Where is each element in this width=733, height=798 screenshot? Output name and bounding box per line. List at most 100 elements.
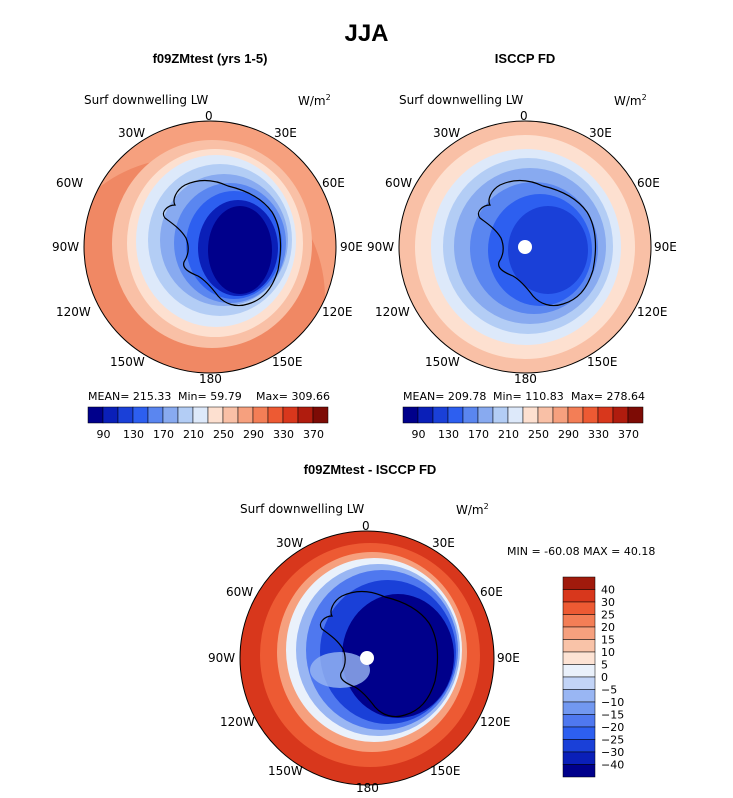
panel3-colorbar-swatch (562, 714, 596, 728)
panel1-min: Min= 59.79 (178, 390, 242, 403)
panel1-lon-90e: 90E (340, 240, 363, 254)
panel3-colorbar-tick-label: −25 (601, 734, 624, 747)
panel3-title: f09ZMtest - ISCCP FD (303, 462, 437, 477)
panel2-colorbar: 90 130 170 210 250 290 330 370 (402, 406, 644, 441)
panel3-lon-90e: 90E (497, 651, 520, 665)
panel1-variable-label: Surf downwelling LW (84, 93, 209, 107)
panel1-lon-120e: 120E (322, 305, 353, 319)
panel3-colorbar-swatch (562, 701, 596, 715)
panel2-colorbar-swatch (537, 406, 554, 424)
panel2-lon-120e: 120E (637, 305, 668, 319)
panel2-lon-180: 180 (514, 372, 537, 386)
panel2-lon-60e: 60E (637, 176, 660, 190)
panel3-colorbar-tick-label: −20 (601, 721, 624, 734)
panel3-colorbar-tick-label: −15 (601, 709, 624, 722)
panel3-pole-mask (360, 651, 374, 665)
panel2-colorbar-swatch (597, 406, 614, 424)
panel1-lon-60e: 60E (322, 176, 345, 190)
panel1-colorbar-tick-label: 210 (183, 428, 204, 441)
panel1-colorbar-swatch (222, 406, 239, 424)
panel1-lon-0: 0 (205, 109, 213, 123)
panel1-colorbar-swatch (237, 406, 254, 424)
panel2-lon-30e: 30E (589, 126, 612, 140)
panel3-colorbar-tick-label: 5 (601, 659, 608, 672)
panel2-colorbar-swatch (627, 406, 644, 424)
panel3-lon-60e: 60E (480, 585, 503, 599)
panel3-colorbar-swatch (562, 614, 596, 628)
panel3-lon-120w: 120W (220, 715, 255, 729)
panel2-colorbar-tick-label: 290 (558, 428, 579, 441)
panel1-colorbar-swatch (102, 406, 119, 424)
panel2-lon-90e: 90E (654, 240, 677, 254)
panel3-colorbar-swatch (562, 764, 596, 778)
panel3-colorbar-swatch (562, 601, 596, 615)
panel1-lon-30w: 30W (118, 126, 146, 140)
panel1-colorbar-tick-label: 170 (153, 428, 174, 441)
panel1-units: W/m2 (298, 93, 331, 108)
panel2-lon-150e: 150E (587, 355, 618, 369)
panel2-colorbar-swatch (402, 406, 419, 424)
panel1-lon-150e: 150E (272, 355, 303, 369)
panel3-units: W/m2 (456, 502, 489, 517)
panel1-lon-150w: 150W (110, 355, 145, 369)
panel2-variable-label: Surf downwelling LW (399, 93, 524, 107)
panel1-lon-30e: 30E (274, 126, 297, 140)
panel3-colorbar-tick-label: −10 (601, 696, 624, 709)
panel3-colorbar-swatch (562, 751, 596, 765)
panel3-lon-150w: 150W (268, 764, 303, 778)
panel2-colorbar-tick-label: 90 (412, 428, 426, 441)
panel3-variable-label: Surf downwelling LW (240, 502, 365, 516)
panel1-colorbar-swatch (177, 406, 194, 424)
panel1-colorbar-swatch (132, 406, 149, 424)
panel3-lon-30w: 30W (276, 536, 304, 550)
panel3-colorbar-swatch (562, 626, 596, 640)
panel2-lon-30w: 30W (433, 126, 461, 140)
panel2-lon-90w: 90W (367, 240, 395, 254)
panel3-colorbar-swatch (562, 651, 596, 665)
panel1-colorbar-tick-label: 370 (303, 428, 324, 441)
panel2-lon-0: 0 (520, 109, 528, 123)
panel3-minmax: MIN = -60.08 MAX = 40.18 (507, 545, 656, 558)
panel3-colorbar-tick-label: 0 (601, 671, 608, 684)
panel3-lon-150e: 150E (430, 764, 461, 778)
panel1-title: f09ZMtest (yrs 1-5) (152, 51, 268, 66)
panel1-colorbar-tick-label: 90 (97, 428, 111, 441)
panel2-title: ISCCP FD (494, 51, 556, 66)
panel2-colorbar-swatch (612, 406, 629, 424)
panel1-colorbar-tick-label: 330 (273, 428, 294, 441)
panel3-colorbar-tick-label: 10 (601, 646, 615, 659)
panel2-colorbar-tick-label: 370 (618, 428, 639, 441)
panel3-lon-180: 180 (356, 781, 379, 795)
panel2-units: W/m2 (614, 93, 647, 108)
panel2-colorbar-tick-label: 330 (588, 428, 609, 441)
panel2-colorbar-swatch (507, 406, 524, 424)
panel3-colorbar-swatch (562, 676, 596, 690)
panel1-mean: MEAN= 215.33 (88, 390, 172, 403)
panel3-colorbar-tick-label: −40 (601, 759, 624, 772)
panel3-colorbar-tick-label: 15 (601, 634, 615, 647)
panel1-colorbar-swatch (87, 406, 104, 424)
panel3-colorbar-swatch (562, 726, 596, 740)
panel1-colorbar: 90 130 170 210 250 290 330 370 (87, 406, 329, 441)
panel1-colorbar-swatch (252, 406, 269, 424)
panel2-colorbar-tick-label: 170 (468, 428, 489, 441)
panel1-colorbar-tick-label: 130 (123, 428, 144, 441)
panel3-colorbar-swatch (562, 589, 596, 603)
panel2-lon-120w: 120W (375, 305, 410, 319)
panel3-colorbar-tick-label: 40 (601, 584, 615, 597)
panel1-colorbar-tick-label: 290 (243, 428, 264, 441)
panel2-colorbar-tick-label: 250 (528, 428, 549, 441)
panel2-colorbar-swatch (432, 406, 449, 424)
panel1-max: Max= 309.66 (256, 390, 330, 403)
panel2-mean: MEAN= 209.78 (403, 390, 487, 403)
panel2-coastline (477, 180, 597, 307)
panel1-colorbar-swatch (117, 406, 134, 424)
panel2-colorbar-swatch (552, 406, 569, 424)
panel1-lon-120w: 120W (56, 305, 91, 319)
panel2-colorbar-swatch (417, 406, 434, 424)
panel1-lon-90w: 90W (52, 240, 80, 254)
panel2-pole-mask (518, 240, 532, 254)
